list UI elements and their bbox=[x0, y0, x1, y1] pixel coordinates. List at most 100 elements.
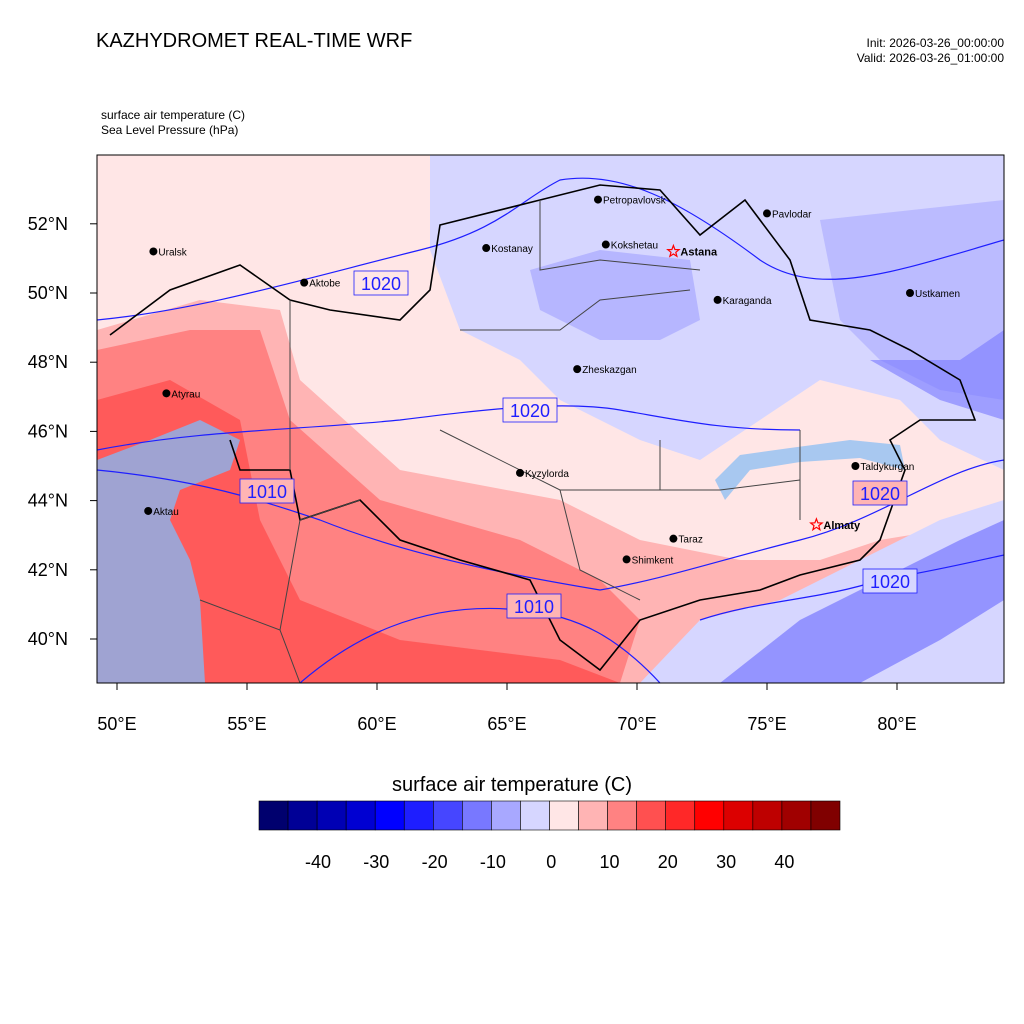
colorbar-swatch bbox=[752, 800, 783, 831]
city-label: Aktau bbox=[153, 507, 179, 518]
isobar-label: 1010 bbox=[514, 597, 554, 617]
lat-label: 44°N bbox=[28, 491, 68, 511]
colorbar-swatch bbox=[810, 800, 841, 831]
cold-core-east bbox=[820, 200, 1004, 400]
latitude-axis: 52°N 50°N 48°N 46°N 44°N 42°N 40°N bbox=[28, 214, 97, 649]
map-frame bbox=[96, 154, 1005, 684]
lon-label: 50°E bbox=[97, 714, 136, 734]
city-marker bbox=[906, 289, 914, 297]
city-marker bbox=[144, 506, 153, 515]
lat-label: 40°N bbox=[28, 629, 68, 649]
city-marker bbox=[594, 195, 602, 204]
colorbar-swatch bbox=[491, 800, 521, 831]
city-marker bbox=[669, 534, 678, 543]
colorbar-label: 10 bbox=[599, 852, 619, 872]
city-label: Petropavlovsk bbox=[603, 196, 667, 207]
lon-label: 55°E bbox=[227, 714, 266, 734]
lake-balkhash bbox=[715, 440, 905, 500]
colorbar-swatch bbox=[345, 800, 376, 831]
lat-label: 48°N bbox=[28, 352, 68, 372]
mountain-cold-core bbox=[720, 520, 1004, 683]
colorbar-swatch bbox=[520, 800, 550, 831]
capital-label: Almaty bbox=[823, 520, 861, 532]
city-label: Taraz bbox=[678, 535, 702, 546]
colorbar-label: 40 bbox=[774, 852, 794, 872]
field-pressure: Sea Level Pressure (hPa) bbox=[101, 123, 239, 137]
city-marker bbox=[713, 295, 722, 304]
city-marker bbox=[482, 244, 491, 253]
isobar-label: 1020 bbox=[361, 274, 401, 294]
colorbar-swatch bbox=[665, 800, 696, 831]
lon-label: 70°E bbox=[617, 714, 656, 734]
colorbar-swatch bbox=[462, 800, 492, 831]
isobar-label: 1020 bbox=[860, 484, 900, 504]
lon-label: 80°E bbox=[877, 714, 916, 734]
colorbar-swatch bbox=[432, 800, 463, 831]
cold-core-center bbox=[530, 250, 700, 340]
city-label: Karaganda bbox=[723, 296, 772, 307]
city-marker bbox=[851, 462, 860, 470]
colorbar-swatch bbox=[287, 800, 318, 831]
city-label: Atyrau bbox=[171, 389, 200, 400]
city-label: Aktobe bbox=[309, 279, 341, 290]
region-borders bbox=[199, 200, 801, 683]
colorbar-label: 30 bbox=[716, 852, 736, 872]
colorbar-label: -30 bbox=[363, 852, 389, 872]
capital-star-icon bbox=[666, 243, 681, 258]
colorbar-swatch bbox=[316, 800, 347, 831]
city-marker bbox=[573, 365, 582, 374]
field-descriptions: surface air temperature (C) Sea Level Pr… bbox=[101, 108, 245, 138]
city-label: Ustkamen bbox=[915, 289, 960, 300]
colorbar-swatch bbox=[636, 800, 667, 831]
colorbar-swatch bbox=[607, 800, 637, 831]
lat-label: 46°N bbox=[28, 421, 68, 441]
colorbar-swatch bbox=[549, 800, 579, 831]
colorbar-swatch bbox=[258, 800, 289, 831]
colorbar-swatch bbox=[578, 800, 608, 831]
lon-label: 75°E bbox=[747, 714, 786, 734]
field-temperature: surface air temperature (C) bbox=[101, 108, 246, 122]
run-time-info: Init: 2026-03-26_00:00:00 Valid: 2026-03… bbox=[857, 36, 1004, 66]
isobar-label: 1020 bbox=[510, 401, 550, 421]
colorbar-label: 0 bbox=[546, 852, 556, 872]
caspian-sea bbox=[97, 420, 240, 683]
colorbar-swatch bbox=[694, 800, 725, 831]
capital-label: Astana bbox=[680, 246, 718, 258]
city-marker bbox=[516, 468, 524, 477]
colorbar-swatch bbox=[781, 800, 812, 831]
colorbar-title: surface air temperature (C) bbox=[391, 774, 633, 796]
city-label: Kokshetau bbox=[611, 241, 658, 252]
init-time: Init: 2026-03-26_00:00:00 bbox=[866, 36, 1004, 50]
valid-time: Valid: 2026-03-26_01:00:00 bbox=[856, 51, 1004, 65]
city-marker bbox=[763, 209, 771, 218]
city-label: Uralsk bbox=[158, 247, 187, 258]
colorbar-swatch bbox=[403, 800, 434, 831]
city-marker bbox=[622, 555, 631, 564]
city-marker bbox=[149, 247, 158, 256]
country-borders bbox=[109, 184, 977, 672]
map-plot-area: 1020 1020 1010 1010 1020 1020 Petropavlo… bbox=[97, 155, 1004, 683]
city-label: Pavlodar bbox=[772, 209, 812, 220]
city-marker bbox=[300, 278, 309, 287]
colorbar-label: -10 bbox=[480, 852, 506, 872]
longitude-axis: 50°E 55°E 60°E 65°E 70°E 75°E 80°E bbox=[97, 683, 917, 734]
capital-star-icon bbox=[809, 517, 824, 532]
isobar-labels: 1020 1020 1010 1010 1020 1020 bbox=[239, 270, 918, 619]
colorbar-label: -20 bbox=[422, 852, 448, 872]
colorbar-label: 20 bbox=[658, 852, 678, 872]
cities-layer: Petropavlovsk Kostanay Kokshetau Pavlodar Ur… bbox=[144, 195, 960, 566]
lon-label: 60°E bbox=[357, 714, 396, 734]
isobar-label: 1010 bbox=[247, 482, 287, 502]
city-label: Shimkent bbox=[632, 555, 674, 566]
city-marker bbox=[601, 240, 610, 249]
colorbar: -40 -30 -20 -10 0 10 20 30 40 bbox=[258, 800, 841, 872]
city-marker bbox=[162, 389, 171, 398]
city-label: Taldykurgan bbox=[860, 462, 914, 473]
isobar-label: 1020 bbox=[870, 572, 910, 592]
lat-label: 42°N bbox=[28, 560, 68, 580]
page-title: KAZHYDROMET REAL-TIME WRF bbox=[96, 30, 413, 52]
lon-label: 65°E bbox=[487, 714, 526, 734]
lat-label: 52°N bbox=[28, 214, 68, 234]
cold-core-altai bbox=[870, 330, 1004, 420]
